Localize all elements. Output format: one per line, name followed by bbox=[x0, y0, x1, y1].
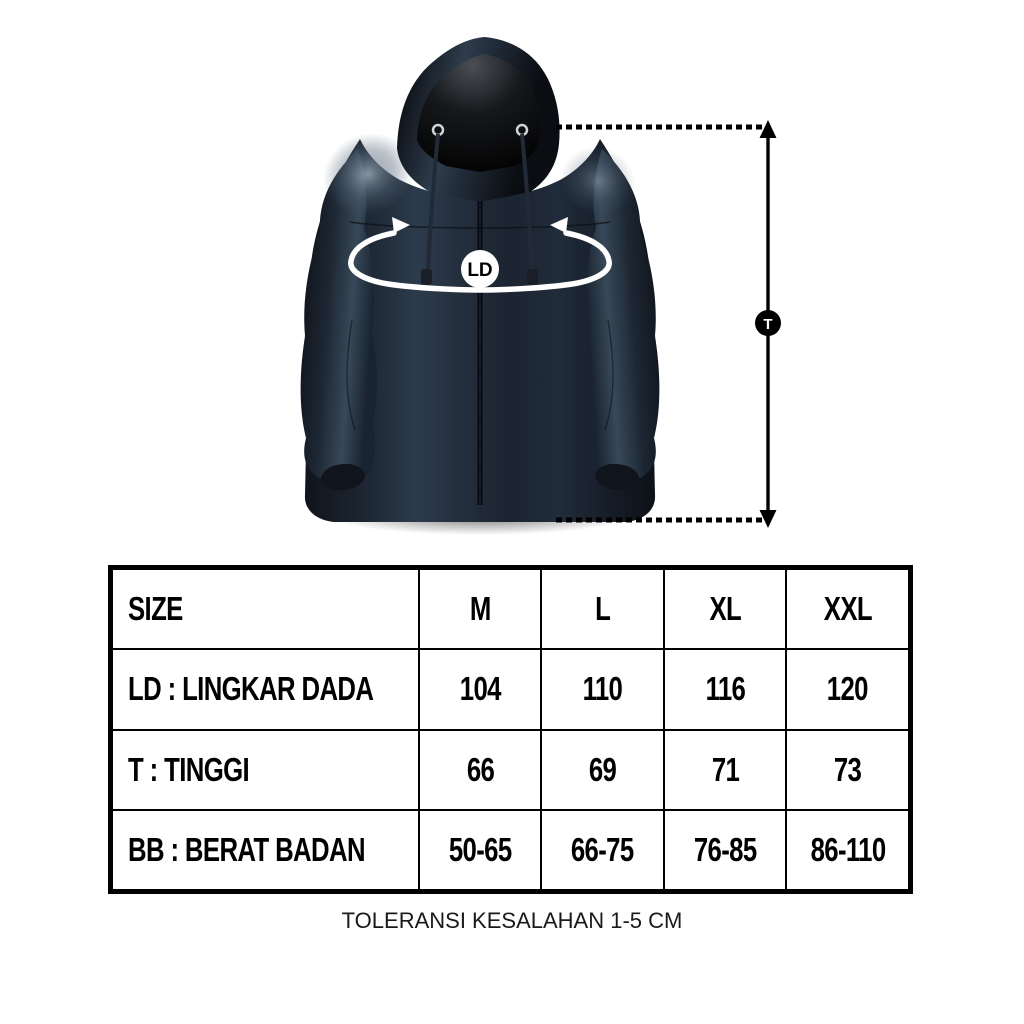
svg-text:LD: LD bbox=[467, 260, 492, 281]
svg-text:T: T bbox=[763, 316, 772, 333]
